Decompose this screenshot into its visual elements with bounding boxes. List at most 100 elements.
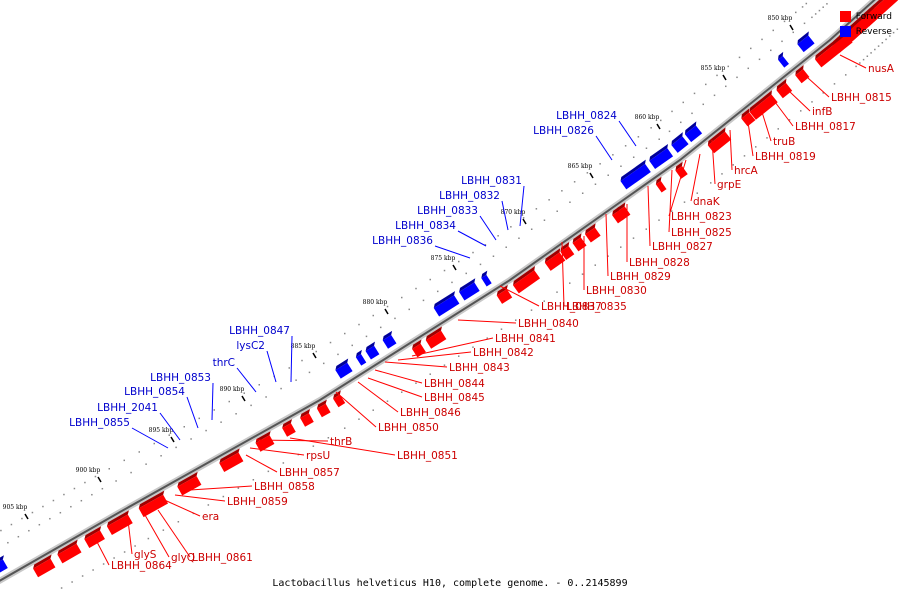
forward-gene-label: infB	[812, 106, 832, 118]
leader-line	[174, 494, 226, 502]
forward-gene-label: glyS	[134, 549, 157, 561]
grid-dot	[220, 421, 222, 423]
leader-line	[434, 245, 471, 259]
forward-gene-label: hrcA	[734, 165, 759, 177]
grid-dot	[859, 62, 861, 64]
reverse-gene-block	[620, 159, 651, 190]
grid-dot	[866, 55, 869, 58]
forward-gene-block	[496, 284, 513, 304]
grid-dot	[754, 146, 757, 148]
reverse-gene-block	[778, 51, 789, 68]
grid-dot	[484, 244, 487, 246]
leader-line	[668, 159, 687, 217]
reverse-gene-label: LBHH_0836	[372, 235, 433, 247]
gene-block-top	[778, 51, 784, 60]
gene-block-face	[776, 82, 793, 99]
grid-dot	[792, 31, 795, 34]
reverse-gene-block	[0, 555, 8, 575]
grid-dot	[691, 112, 693, 115]
leader-line	[561, 241, 565, 307]
grid-dot	[343, 427, 346, 429]
gene-block-top	[620, 159, 646, 182]
forward-gene-label: LBHH_0858	[254, 481, 315, 493]
scale-tick-mark	[97, 476, 102, 483]
gene-block-face	[797, 35, 815, 53]
scale-tick-label: 870 kbp	[501, 209, 526, 216]
forward-gene-label: truB	[773, 136, 795, 148]
grid-dot	[518, 237, 520, 239]
grid-dot	[386, 305, 389, 308]
forward-gene-label: LBHH_0851	[397, 450, 458, 462]
grid-dot	[594, 264, 597, 266]
forward-gene-block	[333, 390, 346, 408]
grid-dot	[386, 400, 389, 402]
gene-block-face	[355, 354, 367, 366]
grid-dot	[535, 208, 538, 210]
grid-dot	[344, 332, 346, 335]
grid-dot	[59, 511, 62, 514]
grid-dot	[716, 74, 718, 77]
forward-gene-label: LBHH_0845	[424, 392, 485, 404]
gene-block-top	[481, 270, 488, 279]
grid-dot	[415, 287, 417, 290]
leader-line	[411, 337, 494, 357]
gene-block-face	[33, 558, 56, 578]
reverse-gene-block	[365, 341, 380, 360]
grid-dot	[160, 455, 162, 457]
gene-block-top	[84, 526, 102, 540]
leader-line	[761, 111, 772, 142]
grid-dot	[548, 199, 550, 201]
grid-dot	[822, 6, 824, 8]
grid-dot	[351, 344, 353, 347]
gene-block-face	[382, 334, 397, 349]
forward-gene-label: grpE	[717, 179, 741, 191]
grid-dot	[599, 163, 601, 165]
grid-dot	[183, 426, 186, 428]
grid-dot	[115, 480, 117, 482]
grid-dot	[457, 355, 460, 357]
grid-dot	[668, 130, 671, 133]
gene-block-face	[815, 34, 853, 68]
forward-gene-label: LBHH_0842	[473, 347, 534, 359]
forward-gene-block	[815, 30, 853, 68]
grid-dot	[713, 94, 716, 97]
leader-line	[789, 91, 811, 112]
leader-line	[668, 169, 673, 233]
grid-dot	[123, 551, 126, 553]
grid-dot	[365, 335, 368, 338]
leader-line	[519, 185, 525, 227]
leader-line	[249, 447, 305, 456]
grid-dot	[252, 479, 255, 481]
reverse-gene-label: LBHH_2041	[97, 402, 158, 414]
grid-dot	[52, 499, 55, 502]
grid-dot	[620, 246, 622, 248]
grid-dot	[258, 384, 261, 386]
gene-block-top	[544, 248, 561, 263]
forward-gene-label: nusA	[868, 63, 895, 75]
grid-dot	[265, 396, 267, 398]
gene-block-top	[649, 143, 669, 161]
reverse-gene-block	[649, 143, 674, 170]
forward-gene-block	[572, 233, 587, 252]
grid-dot	[147, 537, 150, 540]
grid-dot	[73, 487, 76, 490]
grid-dot	[282, 462, 285, 464]
grid-dot	[671, 110, 673, 113]
gene-block-top	[815, 30, 847, 60]
scale-tick-label: 865 kbp	[568, 163, 593, 170]
grid-dot	[862, 58, 865, 61]
reverse-gene-label: LBHH_0833	[417, 205, 478, 217]
gene-block-face	[481, 274, 492, 287]
grid-dot	[594, 183, 597, 185]
forward-gene-label: LBHH_0815	[831, 92, 892, 104]
grid-dot	[102, 563, 105, 565]
gene-block-top	[138, 490, 165, 509]
scale-tick-label: 875 kbp	[431, 255, 456, 262]
leader-line	[335, 391, 377, 428]
forward-gene-label: LBHH_0819	[755, 151, 816, 163]
grid-dot	[42, 505, 44, 508]
gene-block-face	[300, 413, 314, 427]
grid-dot	[556, 291, 558, 293]
forward-gene-label: dnaK	[693, 196, 721, 208]
